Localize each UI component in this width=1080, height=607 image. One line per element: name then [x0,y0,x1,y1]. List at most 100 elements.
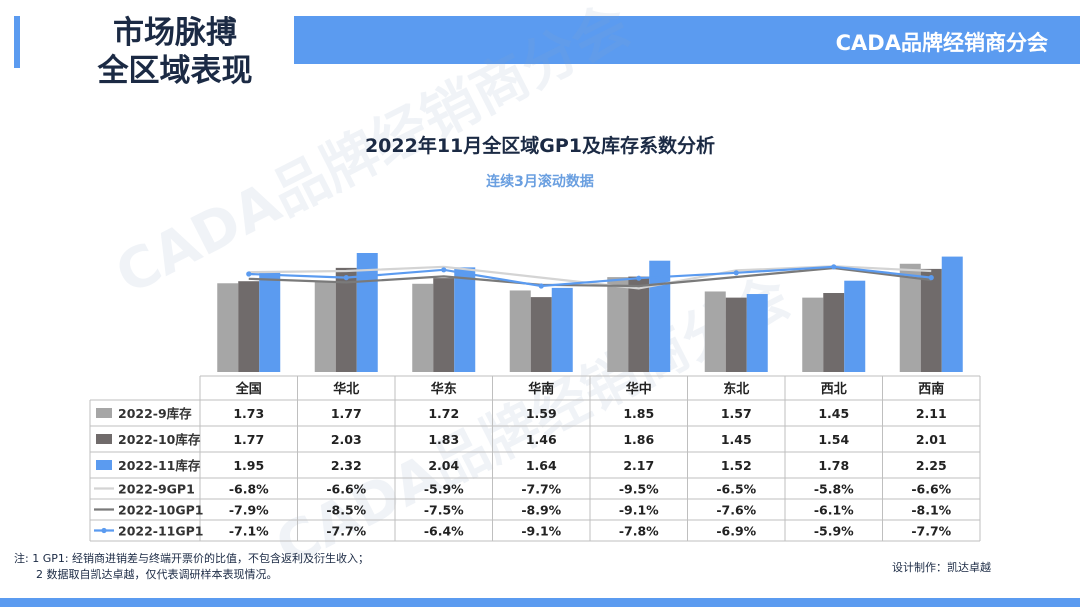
bar-2-华北 [335,267,357,372]
bar-1-东北 [704,291,726,372]
category-label-华北: 华北 [333,381,359,397]
cell-2022-10库存-西北: 1.54 [818,432,849,447]
line-2022-10GP1 [248,266,932,288]
bar-1-西南 [899,263,921,372]
category-label-华南: 华南 [528,381,554,397]
bar-1-西北 [802,297,824,372]
brand-label: CADA品牌经销商分会 [835,31,1048,55]
cell-2022-11GP1-西南: -7.7% [911,524,951,539]
cell-2022-9库存-全国: 1.73 [233,406,264,421]
point-2022-11GP1-华南 [538,283,544,289]
cell-2022-9GP1-华北: -6.6% [326,482,366,497]
cell-2022-11GP1-西北: -5.9% [814,524,854,539]
bar-1-华南 [509,290,531,372]
bar-2-全国 [238,281,260,372]
cell-2022-10GP1-全国: -7.9% [229,503,269,518]
bar-3-西南 [941,256,963,372]
footer-bar [0,598,1080,607]
cell-2022-10库存-全国: 1.77 [233,432,264,447]
cell-2022-10库存-华东: 1.83 [428,432,459,447]
cell-2022-9库存-华南: 1.59 [526,406,557,421]
cell-2022-9GP1-全国: -6.8% [229,482,269,497]
cell-2022-10库存-西南: 2.01 [916,432,947,447]
category-label-东北: 东北 [723,381,749,397]
legend-label-2022-10库存: 2022-10库存 [118,432,201,447]
cell-2022-9库存-西北: 1.45 [818,406,849,421]
legend-label-2022-9GP1: 2022-9GP1 [118,482,195,497]
line-2022-11GP1 [248,265,932,288]
footnote-1: 注: 1 GP1: 经销商进销差与终端开票价的比值，不包含返利及衍生收入； [14,552,370,565]
cell-2022-10库存-华北: 2.03 [331,432,362,447]
legend-marker-2022-11GP1 [101,527,107,534]
footnotes: 注: 1 GP1: 经销商进销差与终端开票价的比值，不包含返利及衍生收入； 2 … [14,551,369,583]
bar-2-华中 [628,276,650,372]
legend-label-2022-10GP1: 2022-10GP1 [118,503,204,518]
cell-2022-9GP1-西北: -5.8% [814,482,854,497]
page-title: 市场脉搏 全区域表现 [60,14,290,90]
cell-2022-9GP1-华南: -7.7% [521,482,561,497]
cell-2022-10库存-华南: 1.46 [526,432,557,447]
footnote-2: 2 数据取自凯达卓越，仅代表调研样本表现情况。 [36,568,278,581]
cell-2022-11GP1-全国: -7.1% [229,524,269,539]
bar-1-华东 [412,283,434,372]
cell-2022-11库存-华北: 2.32 [331,458,362,473]
legend-key-2022-11库存 [96,460,112,470]
cell-2022-11GP1-华中: -7.8% [619,524,659,539]
cell-2022-9GP1-西南: -6.6% [911,482,951,497]
cell-2022-10库存-华中: 1.86 [623,432,654,447]
bar-3-东北 [746,294,768,372]
bar-3-华东 [454,267,476,372]
chart-subtitle: 连续3月滚动数据 [486,174,594,190]
page-title-line2: 全区域表现 [97,53,253,89]
point-2022-11GP1-西北 [831,264,837,270]
bar-1-全国 [217,283,239,372]
category-label-西南: 西南 [918,381,944,397]
cell-2022-10GP1-华东: -7.5% [424,503,464,518]
legend-label-2022-11库存: 2022-11库存 [118,458,201,473]
page-title-line1: 市场脉搏 [113,15,237,51]
cell-2022-9GP1-华东: -5.9% [424,482,464,497]
cell-2022-11库存-华南: 1.64 [526,458,557,473]
point-2022-11GP1-华中 [636,275,642,281]
bar-3-华南 [551,287,573,372]
cell-2022-10库存-东北: 1.45 [721,432,752,447]
credit-label: 设计制作：凯达卓越 [892,561,991,574]
point-2022-11GP1-东北 [733,270,739,276]
cell-2022-9库存-华中: 1.85 [623,406,654,421]
bar-2-东北 [725,297,747,372]
bar-2-华东 [433,278,455,372]
bar-3-华北 [356,253,378,372]
cell-2022-10GP1-西北: -6.1% [814,503,854,518]
cell-2022-9库存-华北: 1.77 [331,406,362,421]
cell-2022-11库存-西北: 1.78 [818,458,849,473]
combo-chart: 全国 华北 华东 华南 华中 东北 西北 西南 2022-9库存 1.73 1.77 1.72 1.59… [89,253,981,542]
legend-key-2022-9库存 [96,408,112,418]
bar-1-华中 [607,277,629,372]
category-label-华东: 华东 [431,381,457,397]
cell-2022-9库存-西南: 2.11 [916,406,947,421]
bar-3-全国 [259,271,281,372]
cell-2022-11库存-全国: 1.95 [233,458,264,473]
point-2022-11GP1-全国 [246,271,252,277]
point-2022-11GP1-西南 [928,275,934,281]
cell-2022-10GP1-华北: -8.5% [326,503,366,518]
category-label-西北: 西北 [821,382,847,397]
bar-2-华南 [530,297,552,372]
cell-2022-11GP1-华北: -7.7% [326,524,366,539]
cell-2022-10GP1-西南: -8.1% [911,503,951,518]
bar-3-华中 [649,260,671,372]
cell-2022-10GP1-华南: -8.9% [521,503,561,518]
cell-2022-11库存-东北: 1.52 [721,458,752,473]
legend-label-2022-9库存: 2022-9库存 [118,406,192,421]
bar-2-西北 [823,293,845,372]
cell-2022-9GP1-东北: -6.5% [716,482,756,497]
cell-2022-11库存-华东: 2.04 [428,458,459,473]
header-band: CADA品牌经销商分会 [294,16,1080,64]
cell-2022-10GP1-东北: -7.6% [716,503,756,518]
cell-2022-11GP1-华东: -6.4% [424,524,464,539]
cell-2022-9库存-东北: 1.57 [721,406,752,421]
chart-title: 2022年11月全区域GP1及库存系数分析 [364,135,716,157]
cell-2022-11GP1-华南: -9.1% [521,524,561,539]
cell-2022-9GP1-华中: -9.5% [619,482,659,497]
legend-key-2022-10库存 [96,434,112,444]
